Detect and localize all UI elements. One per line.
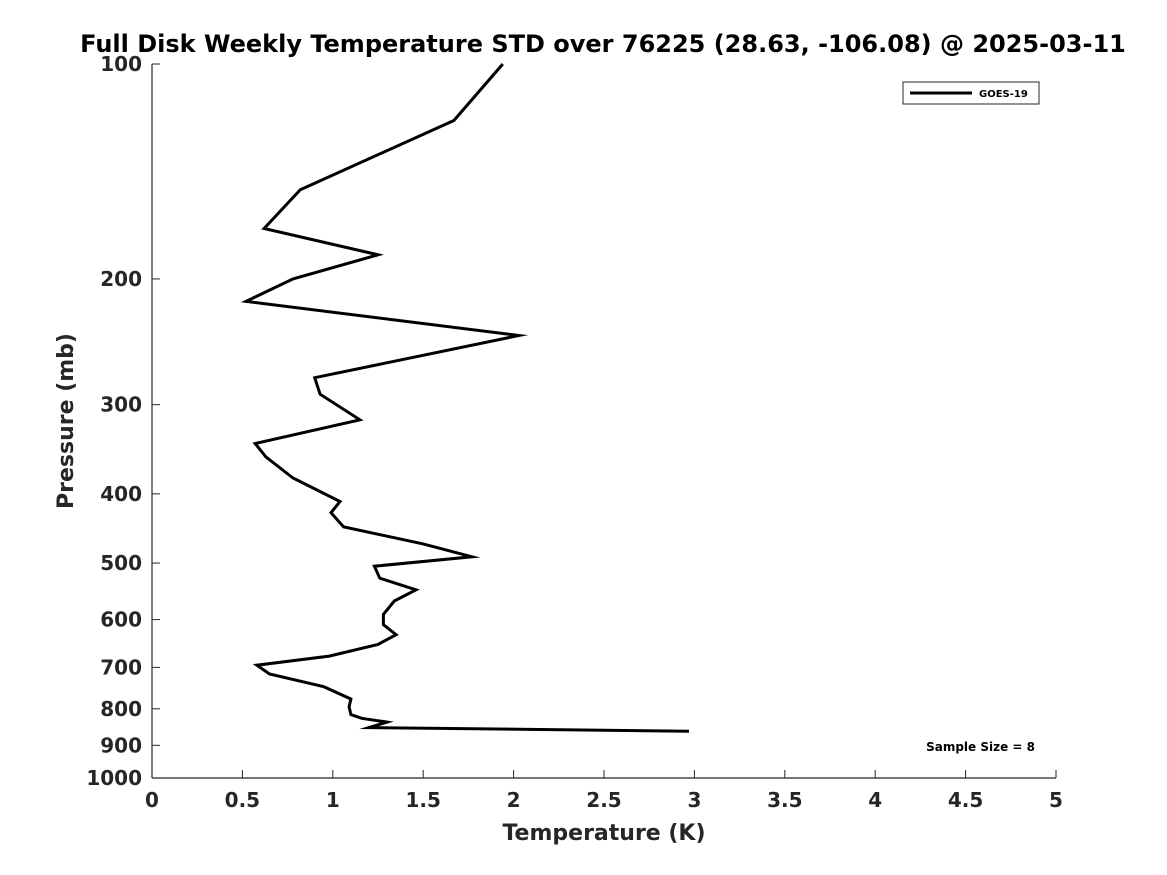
x-ticks: 0 0.5 1 1.5 2 2.5 3 3.5 4 4.5 5 xyxy=(145,770,1063,812)
x-tick-label: 2.5 xyxy=(586,788,621,812)
series-line-goes-19 xyxy=(240,63,690,733)
y-tick-label: 700 xyxy=(100,655,142,679)
x-tick-label: 1.5 xyxy=(405,788,440,812)
y-axis-label: Pressure (mb) xyxy=(54,333,79,509)
y-ticks: 100 200 300 400 500 600 700 800 900 1000 xyxy=(86,52,160,790)
x-tick-label: 3 xyxy=(687,788,701,812)
x-tick-label: 2 xyxy=(507,788,521,812)
series-layer xyxy=(240,63,690,733)
sample-size-annotation: Sample Size = 8 xyxy=(926,740,1035,754)
x-tick-label: 4 xyxy=(868,788,882,812)
y-tick-label: 900 xyxy=(100,733,142,757)
x-tick-label: 3.5 xyxy=(767,788,802,812)
y-tick-label: 1000 xyxy=(86,766,142,790)
x-tick-label: 5 xyxy=(1049,788,1063,812)
y-tick-label: 600 xyxy=(100,608,142,632)
legend: GOES-19 xyxy=(902,81,1040,105)
axes xyxy=(151,64,1056,779)
y-tick-label: 300 xyxy=(100,393,142,417)
x-tick-label: 0.5 xyxy=(225,788,260,812)
y-tick-label: 500 xyxy=(100,551,142,575)
x-tick-label: 0 xyxy=(145,788,159,812)
chart-title: Full Disk Weekly Temperature STD over 76… xyxy=(80,30,1126,58)
x-axis-label: Temperature (K) xyxy=(502,821,705,846)
x-tick-label: 4.5 xyxy=(948,788,983,812)
y-tick-label: 800 xyxy=(100,697,142,721)
x-tick-label: 1 xyxy=(326,788,340,812)
y-tick-label: 200 xyxy=(100,267,142,291)
legend-label: GOES-19 xyxy=(979,89,1028,100)
y-tick-label: 400 xyxy=(100,482,142,506)
y-tick-label: 100 xyxy=(100,52,142,76)
